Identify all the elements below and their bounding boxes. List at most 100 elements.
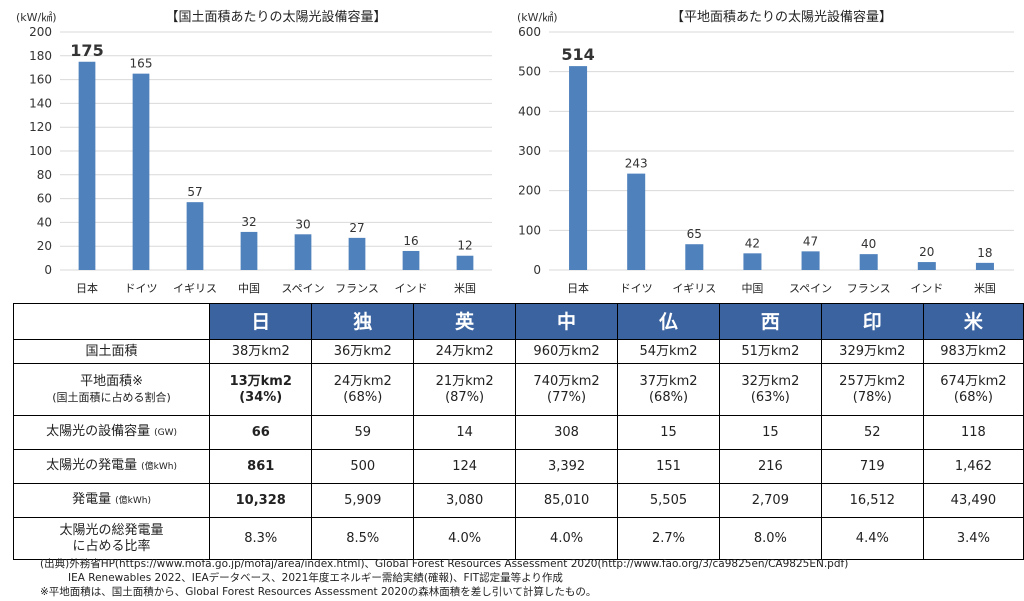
row-header: 平地面積※ (国土面積に占める割合) <box>12 363 211 416</box>
table-cell: 66 <box>209 415 313 450</box>
cell-subvalue: (68%) <box>343 389 383 405</box>
country-header-row: 日 独 英 中 仏 西 印 米 <box>12 303 1024 340</box>
y-tick-label: 140 <box>29 96 52 110</box>
cell-value: 2.7% <box>652 530 686 546</box>
x-tick-label: 中国 <box>741 282 763 295</box>
cell-value: 8.5% <box>346 530 380 546</box>
x-tick-label: イギリス <box>173 282 217 295</box>
cell-value: 10,328 <box>235 492 286 508</box>
cell-value: 983万km2 <box>940 343 1007 359</box>
y-tick-label: 80 <box>37 168 52 182</box>
table-cell: 861 <box>209 449 313 484</box>
x-tick-label: 米国 <box>454 282 476 295</box>
cell-value: 43,490 <box>950 492 997 508</box>
table-cell: 151 <box>617 449 720 484</box>
table-corner-cell <box>12 303 211 340</box>
table-cell: 3,392 <box>515 449 619 484</box>
table-cell: 308 <box>515 415 619 450</box>
row-label: 発電量 <box>72 492 112 507</box>
data-label: 16 <box>403 234 418 248</box>
x-tick-label: ドイツ <box>620 282 653 295</box>
chart-title: 【国土面積あたりの太陽光設備容量】 <box>165 9 386 25</box>
table-cell: 43,490 <box>922 483 1024 518</box>
x-tick-label: インド <box>395 282 428 295</box>
cell-value: 719 <box>859 458 885 474</box>
cell-value: 500 <box>350 458 376 474</box>
table-cell: 2,709 <box>718 483 822 518</box>
y-tick-label: 100 <box>29 144 52 158</box>
table-cell: 719 <box>820 449 924 484</box>
row-unit: (億kWh) <box>115 496 151 506</box>
country-header: 仏 <box>617 303 720 340</box>
table-cell: 3,080 <box>413 483 517 518</box>
source-notes: (出典)外務省HP(https://www.mofa.go.jp/mofaj/a… <box>40 557 848 599</box>
y-tick-label: 200 <box>29 25 52 39</box>
country-header: 英 <box>413 303 517 340</box>
table-row: 太陽光の総発電量 に占める比率 8.3% 8.5% 4.0% 4.0% 2.7% 8.0% 4.… <box>12 517 1024 560</box>
data-label: 42 <box>745 236 760 250</box>
country-comparison-table: 日 独 英 中 仏 西 印 米 国土面積 38万km2 36万km2 24万km2 96… <box>12 303 1024 560</box>
cell-value: 16,512 <box>849 492 896 508</box>
table-cell: 2.7% <box>617 517 720 560</box>
table-cell: 216 <box>718 449 822 484</box>
data-label: 514 <box>561 45 594 64</box>
land-area-solar-chart: 【国土面積あたりの太陽光設備容量】 (kW/㎢) 0 20 40 60 80 100 120 14… <box>16 9 492 295</box>
cell-value: 8.0% <box>753 530 787 546</box>
x-tick-label: 米国 <box>974 282 996 295</box>
cell-subvalue: (34%) <box>239 389 283 405</box>
data-label: 27 <box>349 221 364 235</box>
data-label: 243 <box>625 157 648 171</box>
data-label: 165 <box>130 57 153 71</box>
x-tick-label: スペイン <box>281 282 324 295</box>
cell-value: 2,709 <box>751 492 789 508</box>
y-tick-label: 20 <box>37 239 52 253</box>
y-tick-label: 400 <box>518 104 541 118</box>
x-tick-label: ドイツ <box>125 282 158 295</box>
cell-value: 15 <box>660 424 677 440</box>
cell-value: 32万km2 <box>741 373 800 389</box>
row-unit: (億kWh) <box>141 462 177 472</box>
cell-value: 21万km2 <box>435 373 494 389</box>
bar <box>78 61 96 270</box>
row-label: 太陽光の総発電量 <box>59 522 164 538</box>
bar <box>186 202 204 270</box>
footnote-line: ※平地面積は、国土面積から、Global Forest Resources As… <box>40 586 597 598</box>
table-cell: 38万km2 <box>209 339 313 364</box>
table-cell: 24万km2 <box>413 339 517 364</box>
cell-value: 13万km2 <box>229 373 292 389</box>
cell-value: 5,505 <box>649 492 688 508</box>
table-cell: 4.0% <box>413 517 517 560</box>
country-header: 印 <box>820 303 924 340</box>
bar <box>569 66 588 270</box>
x-tick-label: 中国 <box>238 282 260 295</box>
country-header: 中 <box>515 303 619 340</box>
table-cell: 13万km2 (34%) <box>209 363 313 416</box>
table-cell: 4.4% <box>820 517 924 560</box>
table-cell: 54万km2 <box>617 339 720 364</box>
table-cell: 15 <box>617 415 720 450</box>
data-label: 20 <box>919 245 934 259</box>
table-row: 太陽光の設備容量 (GW) 66 59 14 308 15 15 52 118 <box>12 415 1024 450</box>
data-label: 12 <box>457 239 472 253</box>
table-cell: 1,462 <box>922 449 1024 484</box>
x-tick-label: イギリス <box>672 282 716 295</box>
table-cell: 983万km2 <box>922 339 1024 364</box>
bar <box>917 262 936 270</box>
cell-value: 3,080 <box>446 492 484 508</box>
bar <box>132 73 150 271</box>
cell-value: 960万km2 <box>533 343 600 359</box>
table-cell: 21万km2 (87%) <box>413 363 517 416</box>
bar <box>402 250 420 270</box>
y-tick-label: 60 <box>37 192 52 206</box>
table-row: 発電量 (億kWh) 10,328 5,909 3,080 85,010 5,505 2,70… <box>12 483 1024 518</box>
country-header: 西 <box>718 303 822 340</box>
cell-value: 4.0% <box>448 530 482 546</box>
table-cell: 257万km2 (78%) <box>820 363 924 416</box>
cell-value: 59 <box>354 424 372 440</box>
country-header: 米 <box>922 303 1024 340</box>
country-header: 日 <box>209 303 313 340</box>
cell-value: 4.4% <box>855 530 889 546</box>
cell-subvalue: (77%) <box>547 389 587 405</box>
cell-value: 1,462 <box>954 458 993 474</box>
row-label: 平地面積※ <box>80 373 144 389</box>
